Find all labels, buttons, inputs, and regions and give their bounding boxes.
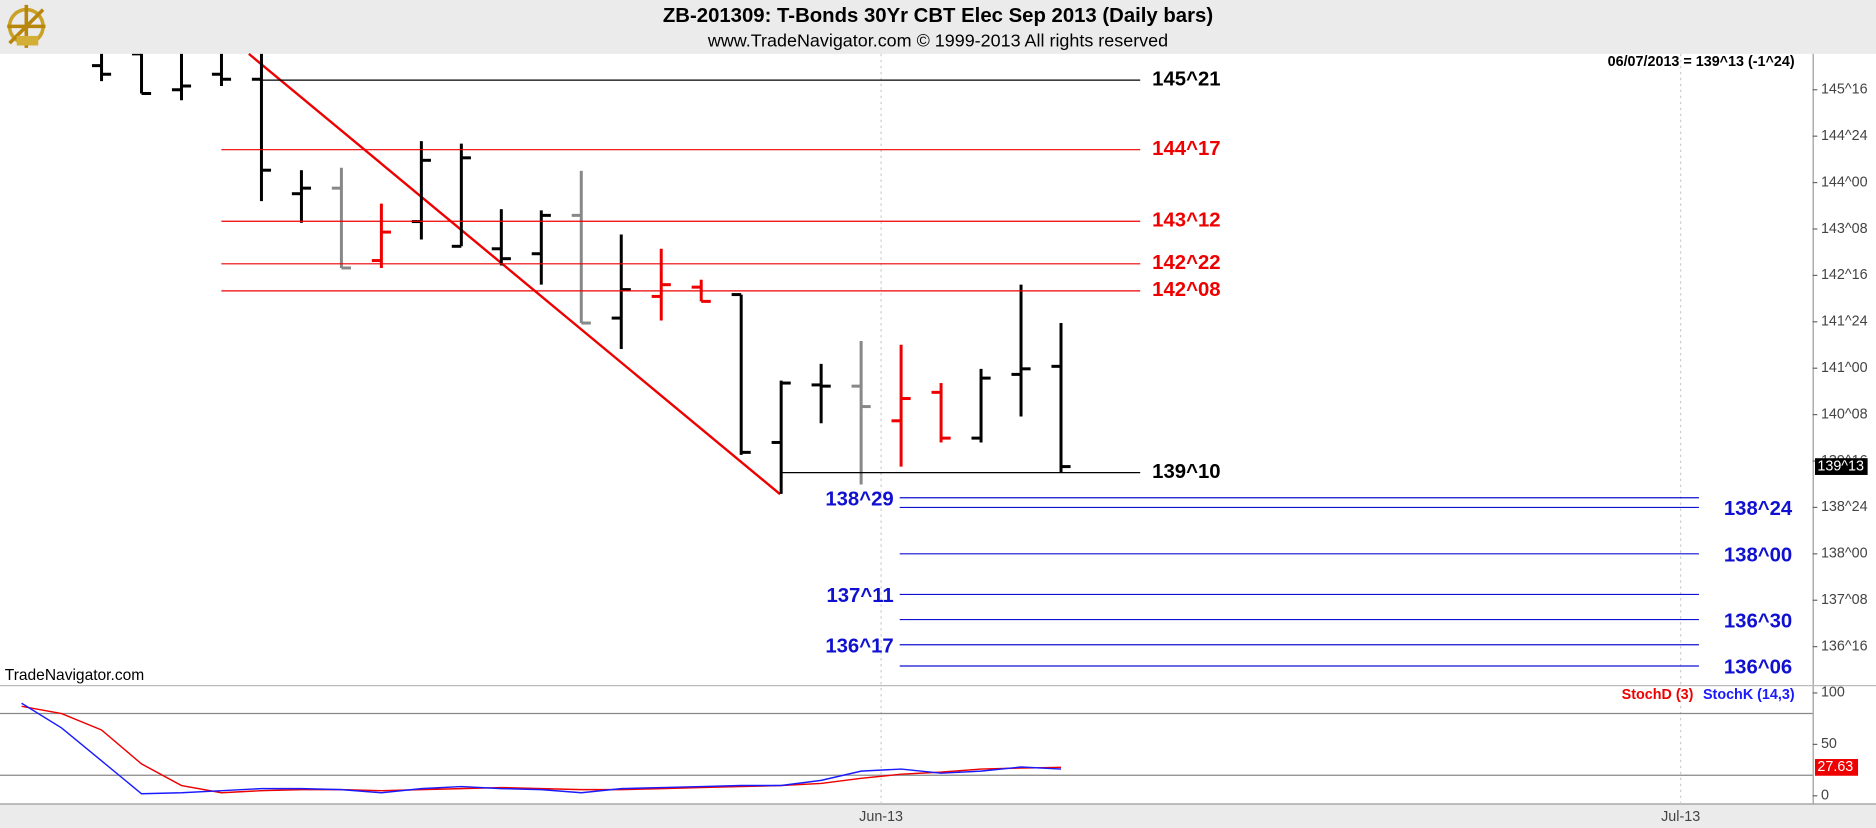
y-tick-label: 138^00 [1821,546,1868,562]
level-label: 136^30 [1724,610,1792,632]
stoch-value-box [1814,759,1859,776]
price-plot [91,53,1071,494]
stoch-line [21,705,1062,794]
trend-line [248,52,781,496]
y-tick-label: 141^24 [1821,314,1868,330]
legend-entry: StochK (14,3) [1703,687,1795,703]
y-tick-label: 145^16 [1821,82,1868,98]
y-tick-label: 141^00 [1821,360,1868,376]
level-label: 142^08 [1152,279,1220,301]
header-band [0,0,1876,54]
y-tick-label: 144^24 [1821,128,1868,144]
y-tick-label: 144^00 [1821,174,1868,190]
chart-subtitle: www.TradeNavigator.com © 1999-2013 All r… [707,31,1168,51]
stoch-tick-label: 100 [1821,685,1845,701]
stoch-value-label: 27.63 [1817,759,1853,775]
level-label: 143^12 [1152,210,1220,232]
legend-entry: StochD (3) [1622,687,1694,703]
x-tick-label: Jul-13 [1661,809,1700,825]
y-tick-label: 143^08 [1821,221,1868,237]
level-label: 137^11 [826,585,893,607]
last-price-box [1814,458,1868,475]
footer-band [0,804,1876,828]
stoch-line [21,702,1062,795]
level-label: 142^22 [1152,252,1220,274]
y-tick-label: 137^08 [1821,592,1868,608]
stoch-tick-label: 0 [1821,788,1829,804]
level-label: 136^06 [1724,657,1792,679]
y-tick-label: 136^16 [1821,638,1868,654]
level-label: 138^24 [1724,498,1793,520]
last-price-label: 139^13 [1817,458,1864,474]
chart-title: ZB-201309: T-Bonds 30Yr CBT Elec Sep 201… [663,5,1213,27]
stoch-tick-label: 50 [1821,736,1837,752]
level-label: 145^21 [1152,68,1220,90]
y-tick-label: 142^16 [1821,267,1868,283]
level-label: 139^10 [1152,461,1220,483]
watermark: TradeNavigator.com [5,667,144,684]
y-tick-label: 138^24 [1821,499,1868,515]
y-tick-label: 140^08 [1821,406,1868,422]
logo [7,4,46,48]
price-info: 06/07/2013 = 139^13 (-1^24) [1608,54,1795,70]
level-label: 138^29 [825,489,893,511]
level-label: 138^00 [1724,545,1792,567]
level-label: 136^17 [825,635,893,657]
level-label: 144^17 [1152,138,1220,160]
x-tick-label: Jun-13 [859,809,903,825]
